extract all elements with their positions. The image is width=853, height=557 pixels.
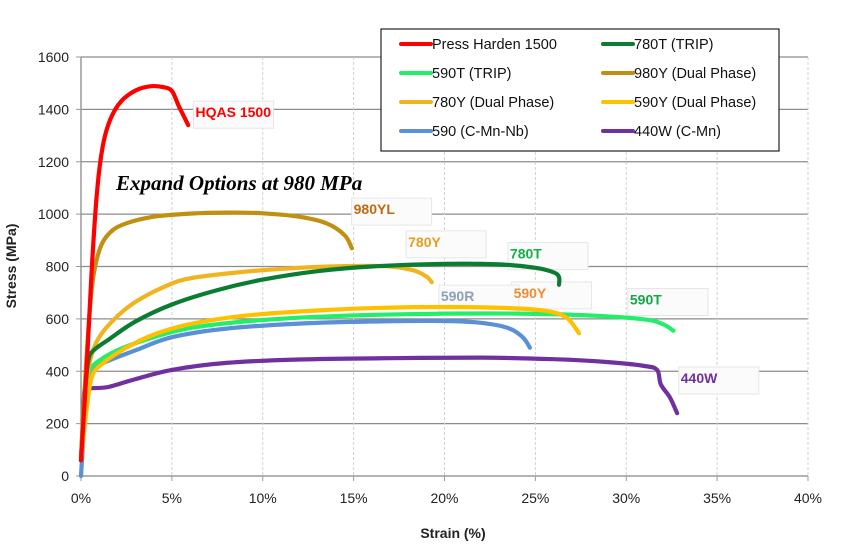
y-tick-labels: 0 200 400 600 800 1000 1200 1400 1600 bbox=[38, 49, 81, 484]
annotation-title: Expand Options at 980 MPa bbox=[115, 171, 362, 195]
x-tick-label: 0% bbox=[71, 490, 91, 506]
series-label-590r: 590R bbox=[441, 288, 474, 304]
x-axis-title: Strain (%) bbox=[420, 525, 485, 541]
x-tick-label: 25% bbox=[521, 490, 549, 506]
x-tick-label: 35% bbox=[703, 490, 731, 506]
legend-label: 980Y (Dual Phase) bbox=[634, 66, 756, 82]
x-tick-label: 15% bbox=[340, 490, 368, 506]
legend-item-590t-trip: 590T (TRIP) bbox=[399, 66, 512, 82]
x-tick-labels: 0% 5% 10% 15% 20% 25% 30% 35% 40% bbox=[71, 476, 822, 506]
legend-box bbox=[380, 28, 780, 152]
legend-label: 780Y (Dual Phase) bbox=[432, 95, 554, 111]
legend-item-590y-dual-phase: 590Y (Dual Phase) bbox=[601, 95, 756, 111]
legend-item-780t-trip: 780T (TRIP) bbox=[601, 37, 714, 53]
x-tick-label: 10% bbox=[249, 490, 277, 506]
legend-label: 590Y (Dual Phase) bbox=[634, 95, 756, 111]
y-tick-label: 1200 bbox=[38, 154, 69, 170]
series-line-590-c-mn-nb bbox=[78, 318, 532, 479]
legend-item-440w-c-mn: 440W (C-Mn) bbox=[601, 124, 721, 140]
label-box-590t bbox=[627, 287, 709, 316]
legend-label: 590T (TRIP) bbox=[432, 66, 512, 82]
y-tick-label: 1600 bbox=[38, 49, 69, 65]
series-label-590y: 590Y bbox=[514, 285, 547, 301]
y-axis-title: Stress (MPa) bbox=[3, 224, 19, 309]
x-tick-label: 40% bbox=[794, 490, 822, 506]
series-line-590y-dual-phase bbox=[78, 304, 582, 463]
label-box-780y bbox=[405, 230, 487, 259]
label-box-440w bbox=[678, 366, 760, 395]
legend-label: 590 (C-Mn-Nb) bbox=[432, 124, 529, 140]
label-box-980yl bbox=[351, 197, 433, 226]
legend-item-780y-dual-phase: 780Y (Dual Phase) bbox=[399, 95, 554, 111]
series-label-boxes bbox=[193, 100, 760, 395]
y-tick-label: 800 bbox=[46, 259, 70, 275]
y-tick-label: 0 bbox=[61, 468, 69, 484]
label-box-590y bbox=[511, 281, 593, 310]
y-tick-label: 400 bbox=[46, 363, 70, 379]
legend-label: 440W (C-Mn) bbox=[634, 124, 721, 140]
legend-label: 780T (TRIP) bbox=[634, 37, 714, 53]
series-lines bbox=[78, 84, 680, 479]
legend-item-980y-dual-phase: 980Y (Dual Phase) bbox=[601, 66, 756, 82]
legend-item-press-harden-1500: Press Harden 1500 bbox=[399, 37, 557, 53]
y-tick-label: 600 bbox=[46, 311, 70, 327]
y-tick-label: 1000 bbox=[38, 206, 69, 222]
series-line-press-harden-1500 bbox=[78, 84, 191, 463]
series-labels: HQAS 1500 780T 590T 980YL 780Y 590Y 590R 440W bbox=[196, 104, 719, 386]
x-tick-label: 30% bbox=[612, 490, 640, 506]
series-line-780t-trip bbox=[78, 261, 562, 463]
legend-item-590-c-mn-nb: 590 (C-Mn-Nb) bbox=[399, 124, 529, 140]
series-label-590t: 590T bbox=[630, 291, 662, 307]
x-tick-label: 20% bbox=[430, 490, 458, 506]
y-tick-label: 1400 bbox=[38, 101, 69, 117]
y-tick-label: 200 bbox=[46, 416, 70, 432]
series-label-780t: 780T bbox=[510, 246, 542, 262]
series-label-780y: 780Y bbox=[408, 234, 441, 250]
series-label-hqas-1500: HQAS 1500 bbox=[196, 104, 272, 120]
label-box-hqas-1500 bbox=[193, 100, 275, 129]
legend: Press Harden 1500 780T (TRIP) 590T (TRIP) 9… bbox=[380, 28, 780, 152]
series-line-440w-c-mn bbox=[78, 355, 680, 460]
series-label-980yl: 980YL bbox=[354, 201, 396, 217]
series-label-440w: 440W bbox=[681, 370, 718, 386]
x-tick-label: 5% bbox=[162, 490, 182, 506]
legend-label: Press Harden 1500 bbox=[432, 37, 557, 53]
